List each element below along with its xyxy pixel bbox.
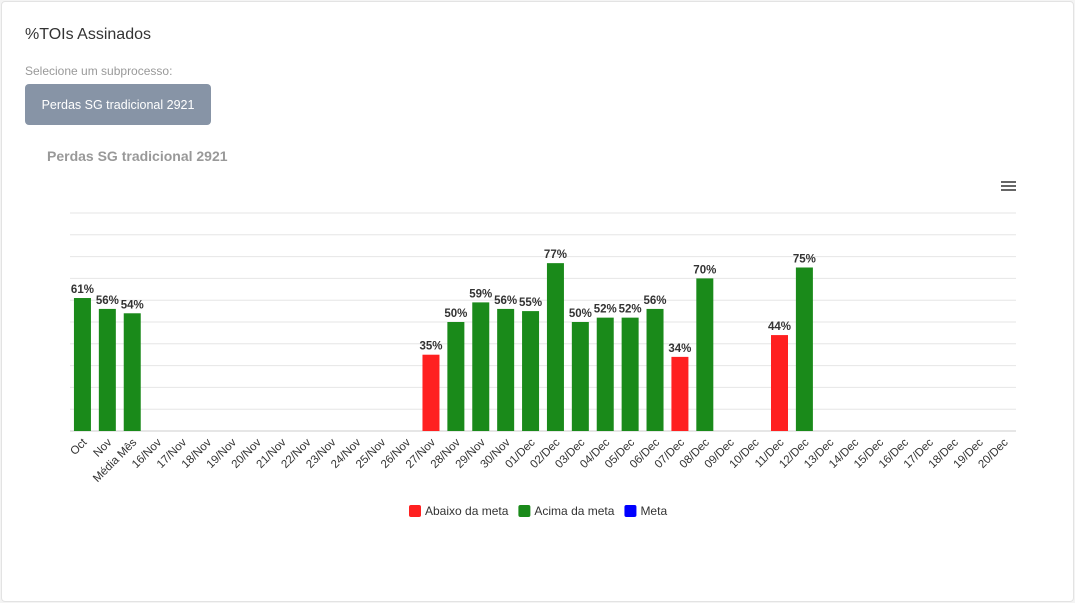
- bar[interactable]: [696, 278, 714, 431]
- subprocess-button[interactable]: Perdas SG tradicional 2921: [25, 84, 211, 125]
- bar[interactable]: [596, 317, 614, 431]
- bar[interactable]: [447, 322, 465, 431]
- bar[interactable]: [497, 308, 515, 431]
- bar[interactable]: [621, 317, 639, 431]
- data-label: 56%: [96, 295, 119, 307]
- legend-label: Abaixo da meta: [425, 504, 509, 518]
- data-label: 50%: [569, 308, 592, 320]
- data-label: 44%: [768, 321, 791, 333]
- data-label: 52%: [594, 304, 617, 316]
- data-label: 70%: [693, 264, 716, 276]
- bar[interactable]: [795, 267, 813, 432]
- data-label: 77%: [544, 249, 567, 261]
- bar[interactable]: [646, 308, 664, 431]
- legend-item[interactable]: Meta: [624, 504, 667, 518]
- bar[interactable]: [472, 302, 490, 431]
- legend-swatch: [409, 505, 421, 517]
- data-label: 34%: [668, 343, 691, 355]
- hamburger-menu-icon[interactable]: [998, 180, 1018, 196]
- data-label: 54%: [121, 299, 144, 311]
- data-label: 56%: [494, 295, 517, 307]
- page-title: %TOIs Assinados: [25, 26, 151, 43]
- bar[interactable]: [123, 313, 141, 431]
- data-label: 61%: [71, 284, 94, 296]
- data-label: 52%: [619, 304, 642, 316]
- bar[interactable]: [571, 322, 589, 431]
- data-label: 56%: [644, 295, 667, 307]
- bar[interactable]: [771, 335, 788, 431]
- legend-swatch: [624, 505, 637, 517]
- data-label: 35%: [419, 341, 442, 353]
- legend-item[interactable]: Acima da meta: [518, 504, 615, 518]
- bar[interactable]: [98, 308, 116, 431]
- subprocess-label: Selecione um subprocesso:: [25, 64, 173, 78]
- data-label: 50%: [444, 308, 467, 320]
- chart-title: Perdas SG tradicional 2921: [47, 148, 228, 164]
- x-tick-label: Oct: [68, 436, 90, 458]
- bar[interactable]: [671, 356, 689, 431]
- bar[interactable]: [73, 298, 91, 431]
- legend-label: Acima da meta: [534, 504, 614, 518]
- bar[interactable]: [422, 354, 440, 431]
- data-label: 55%: [519, 297, 542, 309]
- data-label: 75%: [793, 254, 816, 266]
- legend-item[interactable]: Abaixo da meta: [409, 504, 509, 518]
- legend-swatch: [518, 505, 531, 517]
- bar[interactable]: [522, 311, 540, 431]
- legend-label: Meta: [640, 504, 667, 518]
- data-label: 59%: [469, 288, 492, 300]
- bar[interactable]: [546, 263, 564, 431]
